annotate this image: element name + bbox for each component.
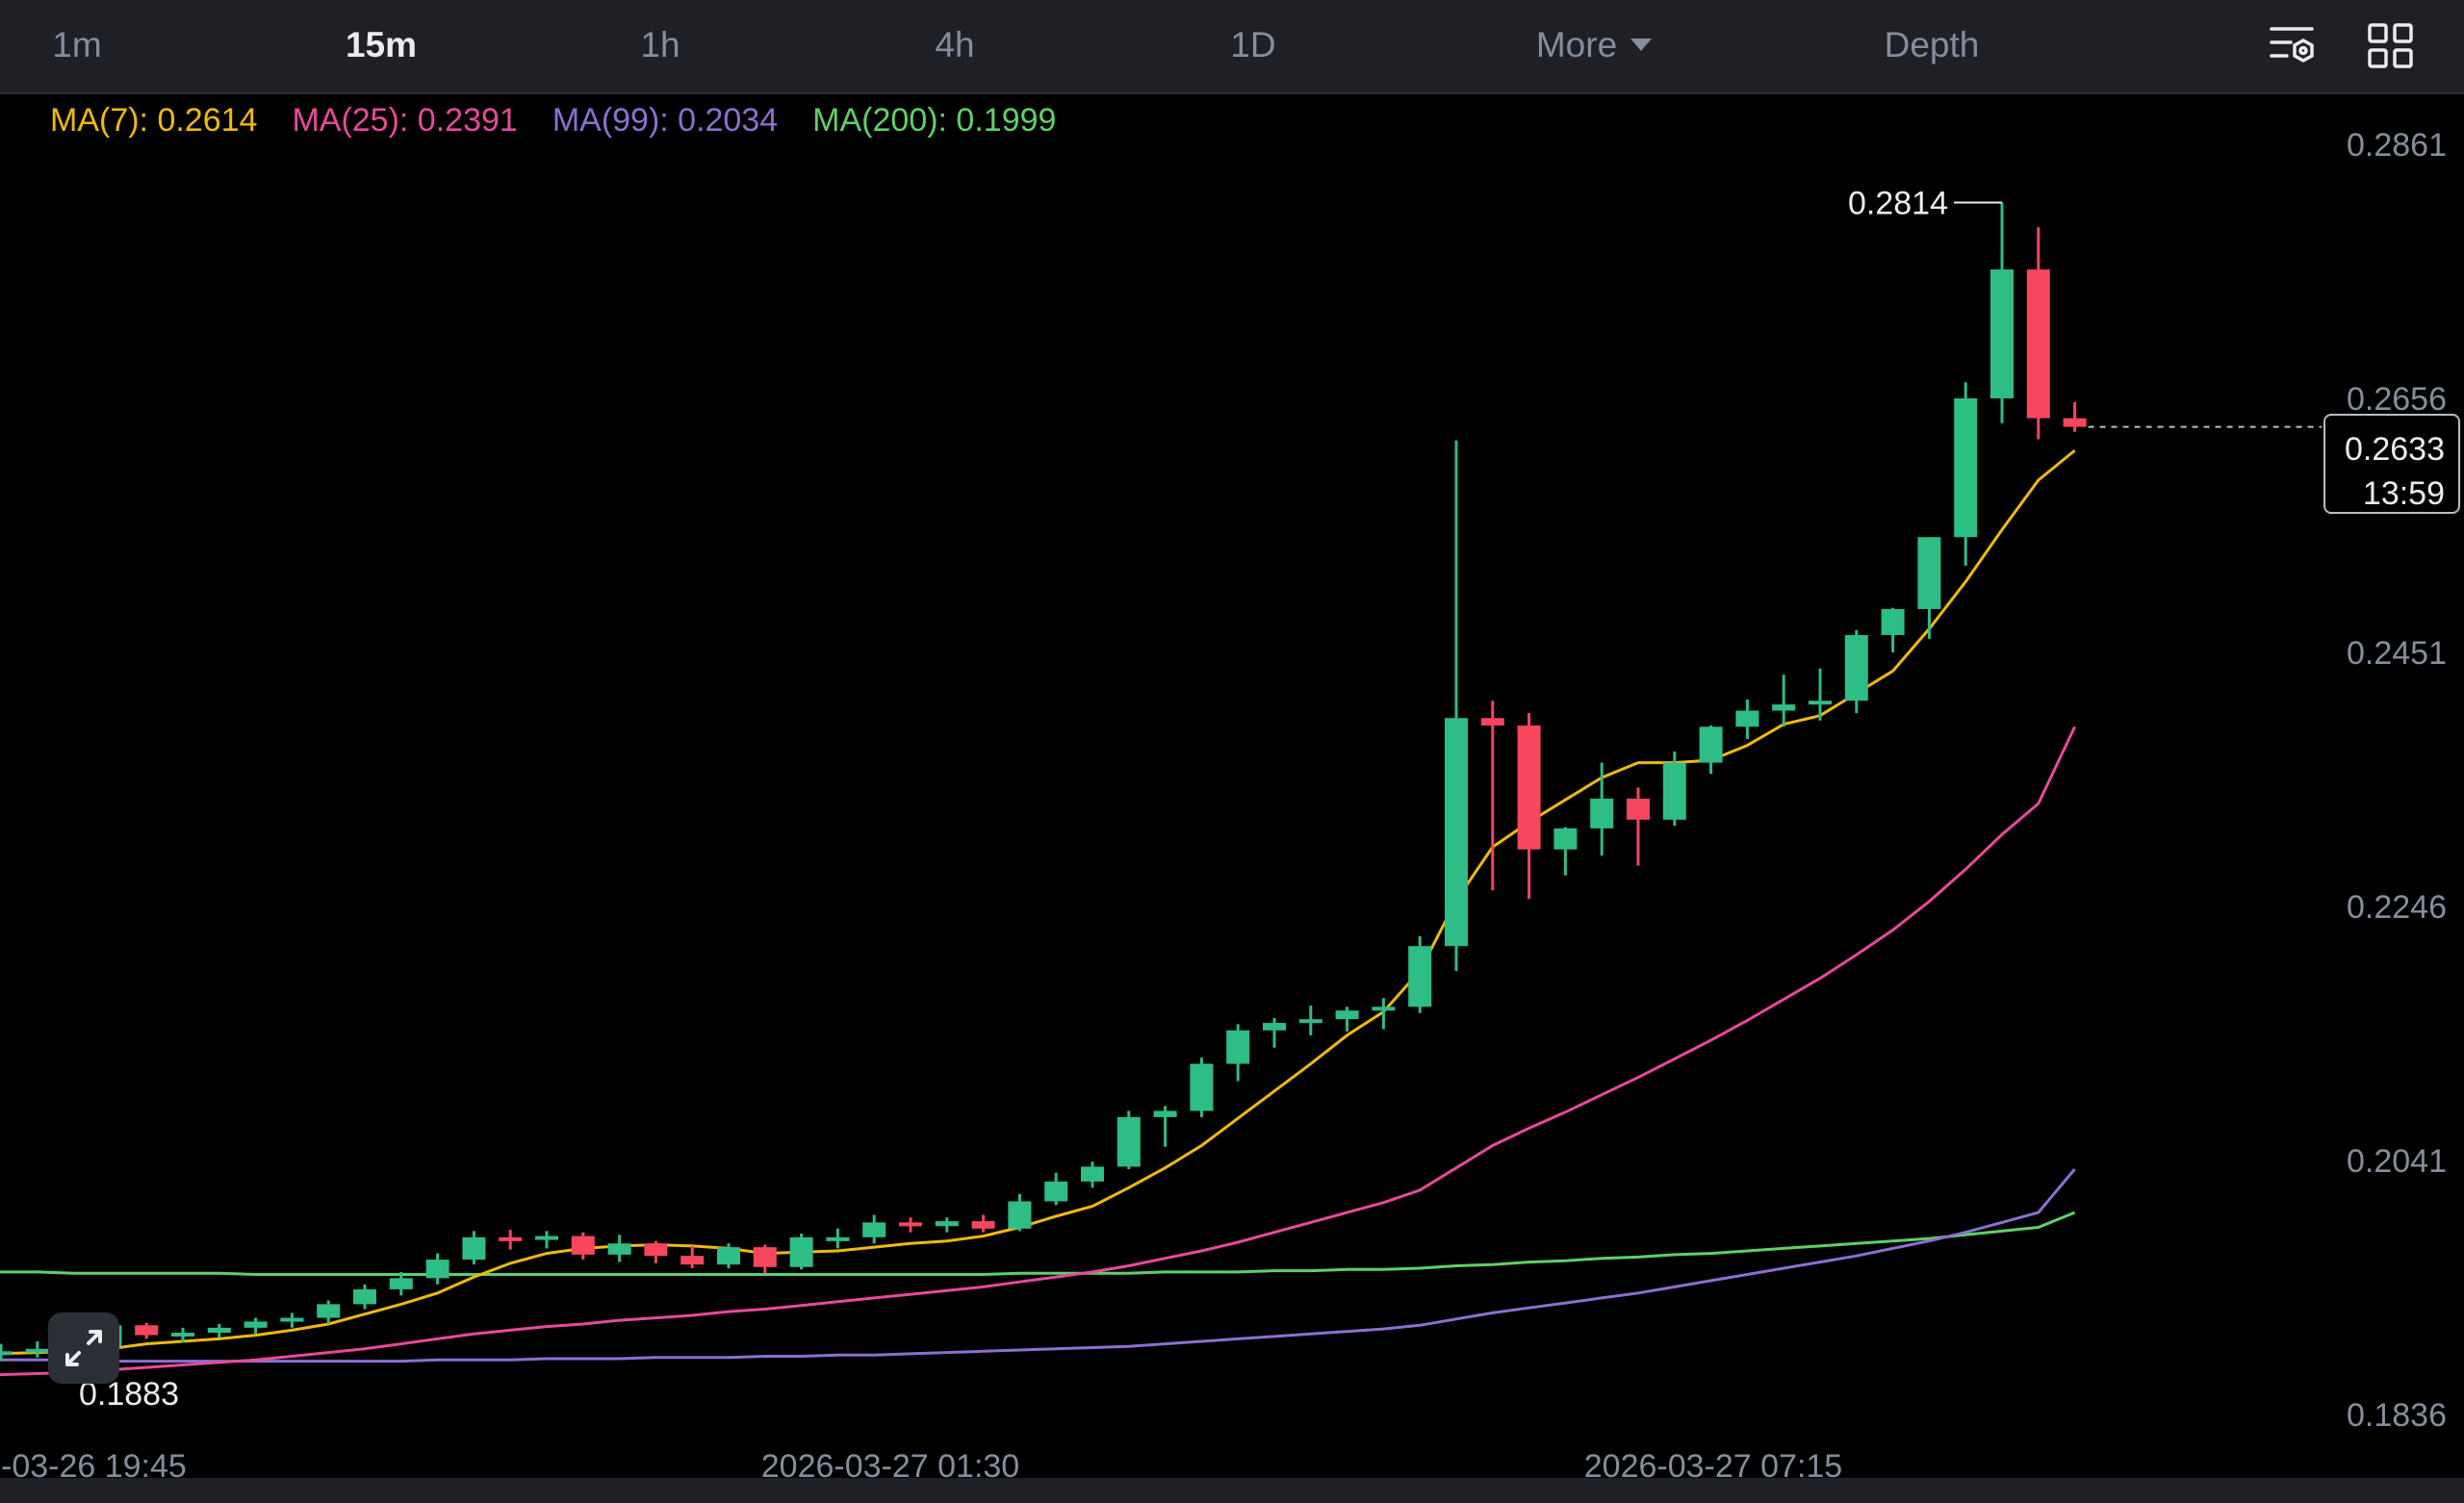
candle-body	[1809, 701, 1832, 705]
candle-body	[535, 1236, 558, 1240]
candle-body	[244, 1321, 268, 1328]
candle-body	[389, 1278, 413, 1289]
candle-body	[1298, 1019, 1322, 1024]
candle-body	[353, 1288, 376, 1305]
current-price-tag: 0.2633 13:59	[2323, 414, 2460, 514]
y-tick-label: 0.1836	[2347, 1397, 2447, 1434]
candle-body	[571, 1236, 595, 1255]
candle-body	[135, 1325, 159, 1336]
candle-body	[171, 1333, 194, 1337]
candle-body	[499, 1236, 523, 1241]
expand-chart-button[interactable]	[48, 1312, 119, 1384]
candle-body	[1116, 1116, 1141, 1167]
candle-body	[2063, 418, 2087, 427]
x-tick-label: -03-26 19:45	[1, 1448, 187, 1478]
candle-body	[1990, 269, 2014, 398]
candle-body	[1081, 1166, 1104, 1182]
candlestick-chart[interactable]: 0.2861 0.2656 0.2451 0.2246 0.2041 0.1836 -03-…	[0, 92, 2464, 1478]
tab-4h[interactable]: 4h	[935, 25, 975, 64]
chart-settings-icon[interactable]	[2268, 21, 2318, 71]
candle-body	[1553, 828, 1578, 850]
tab-15m[interactable]: 15m	[345, 25, 418, 64]
y-tick-label: 0.2656	[2347, 381, 2447, 418]
candle-body	[1153, 1110, 1177, 1117]
candle-body	[789, 1236, 813, 1267]
chevron-down-icon	[1630, 38, 1653, 51]
ma99-line	[0, 1168, 2076, 1363]
candle-body	[1844, 634, 1868, 701]
candle-body	[1226, 1030, 1250, 1064]
candle-body	[1735, 710, 1759, 727]
expand-icon	[65, 1330, 102, 1366]
candle-body	[1881, 608, 1905, 635]
candle-body	[317, 1304, 341, 1318]
high-price-label: 0.2814	[1848, 186, 1948, 222]
y-tick-label: 0.2861	[2347, 127, 2447, 164]
candle-body	[1190, 1063, 1214, 1111]
y-tick-label: 0.2041	[2347, 1143, 2447, 1180]
candle-body	[207, 1327, 231, 1334]
candle-body	[1662, 762, 1686, 820]
candle-body	[1263, 1023, 1286, 1031]
more-dropdown[interactable]: More	[1507, 0, 1681, 90]
x-tick-label: 2026-03-27 01:30	[761, 1448, 1019, 1478]
interval-toolbar: 1m 15m 1h 4h 1D More Depth	[0, 0, 2464, 94]
ma25-label: MA(25): 0.2391	[292, 102, 518, 139]
candle-body	[753, 1247, 777, 1267]
candle-body	[1445, 718, 1468, 947]
ma7-line	[0, 448, 2076, 1356]
candle-body	[1008, 1201, 1032, 1229]
tab-1d[interactable]: 1D	[1230, 25, 1276, 64]
y-tick-label: 0.2246	[2347, 889, 2447, 926]
candle-body	[462, 1236, 486, 1261]
bottom-scroll-bar[interactable]	[0, 1478, 2464, 1503]
candle-body	[826, 1236, 850, 1241]
candle-body	[862, 1222, 886, 1237]
candle-countdown: 13:59	[2362, 475, 2445, 512]
candle-body	[1044, 1181, 1068, 1202]
candle-body	[0, 1351, 13, 1356]
ma200-label: MA(200): 0.1999	[812, 102, 1057, 139]
ma-legend: MA(7): 0.2614 MA(25): 0.2391 MA(99): 0.203…	[50, 102, 1091, 140]
candle-body	[680, 1256, 705, 1265]
candle-body	[1954, 398, 1978, 538]
candle-body	[717, 1247, 740, 1265]
candle-body	[1772, 704, 1796, 711]
ma200-line	[0, 1210, 2076, 1276]
candle-body	[1590, 798, 1614, 828]
candle-body	[1335, 1010, 1359, 1020]
tab-depth[interactable]: Depth	[1884, 25, 1980, 64]
ma25-line	[0, 726, 2076, 1377]
x-tick-label: 2026-03-27 07:15	[1584, 1448, 1842, 1478]
candle-body	[607, 1243, 631, 1255]
candle-body	[1917, 537, 1941, 609]
candle-body	[935, 1221, 959, 1227]
y-tick-label: 0.2451	[2347, 635, 2447, 672]
current-price-value: 0.2633	[2345, 431, 2445, 468]
ma99-label: MA(99): 0.2034	[552, 102, 779, 139]
layout-grid-icon[interactable]	[2366, 21, 2416, 71]
candle-body	[1408, 946, 1432, 1007]
candle-body	[425, 1260, 449, 1279]
candle-body	[1517, 725, 1541, 850]
candle-body	[2026, 269, 2050, 419]
candle-body	[1372, 1006, 1396, 1011]
candle-body	[1480, 718, 1504, 726]
more-label: More	[1535, 25, 1618, 64]
candle-body	[25, 1348, 49, 1353]
candle-body	[644, 1243, 668, 1257]
ma7-label: MA(7): 0.2614	[50, 102, 258, 139]
tab-1m[interactable]: 1m	[52, 25, 102, 64]
candle-body	[971, 1221, 995, 1229]
candle-body	[899, 1222, 922, 1227]
tab-1h[interactable]: 1h	[640, 25, 680, 64]
candle-body	[280, 1317, 304, 1322]
candle-body	[1627, 798, 1650, 820]
candle-body	[1699, 726, 1723, 763]
